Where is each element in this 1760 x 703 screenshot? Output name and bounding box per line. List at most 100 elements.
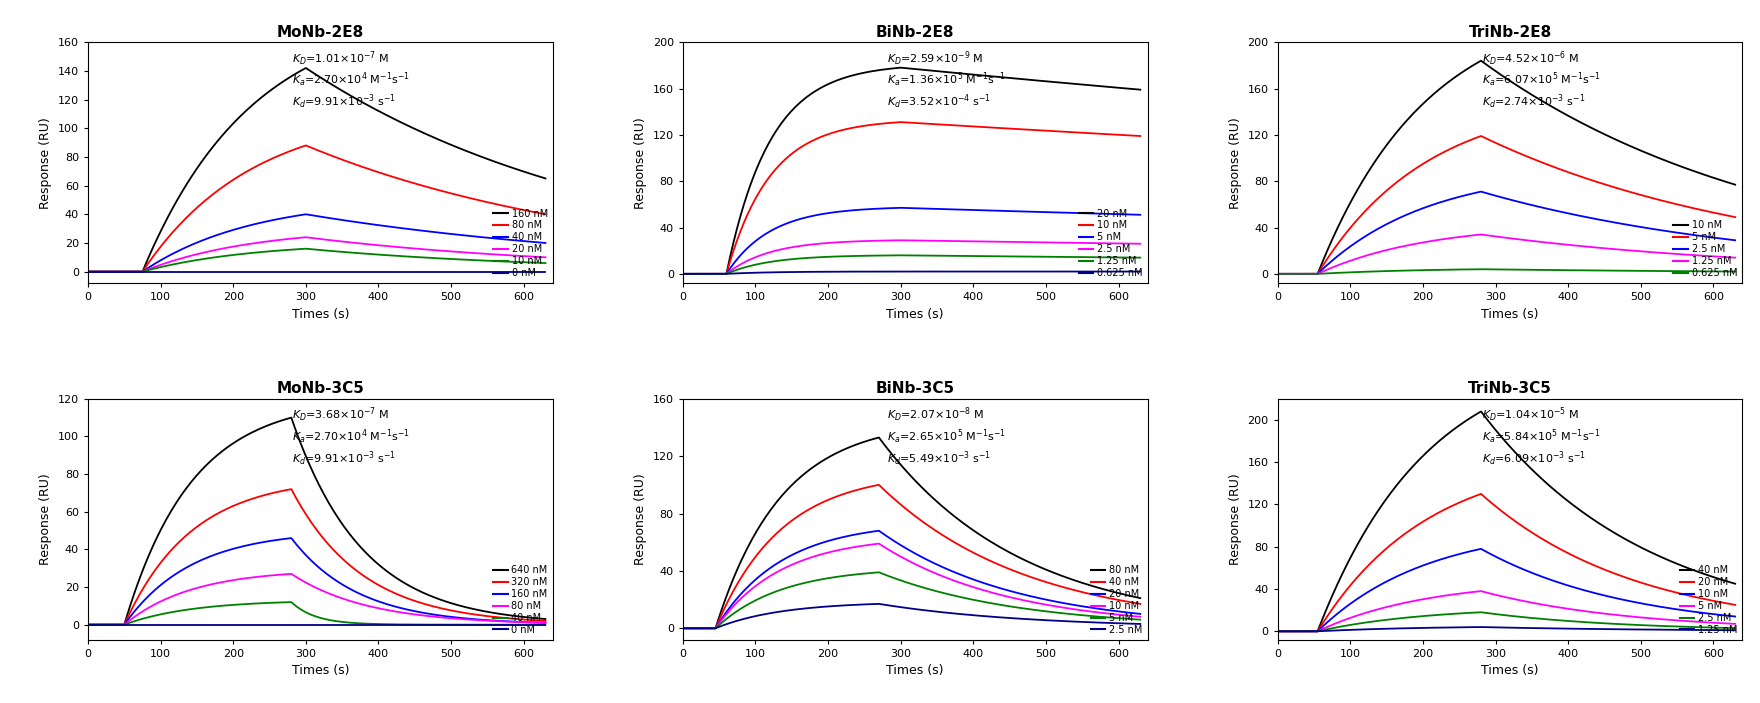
0.625 nM xyxy=(1677,267,1698,276)
80 nM xyxy=(896,467,917,476)
5 nM xyxy=(1725,619,1746,628)
Y-axis label: Response (RU): Response (RU) xyxy=(1228,117,1243,209)
5 nM xyxy=(1677,617,1698,626)
Line: 10 nM: 10 nM xyxy=(1278,549,1735,631)
2.5 nM xyxy=(1677,230,1698,238)
10 nM xyxy=(1667,605,1688,614)
Line: 0.625 nM: 0.625 nM xyxy=(683,271,1140,274)
5 nM xyxy=(915,205,936,213)
1.25 nM xyxy=(1295,270,1316,278)
20 nM xyxy=(1093,605,1114,614)
2.5 nM xyxy=(1470,188,1491,196)
X-axis label: Times (s): Times (s) xyxy=(1482,664,1538,677)
0 nM xyxy=(479,267,500,276)
160 nM xyxy=(488,617,509,625)
5 nM xyxy=(704,270,725,278)
Text: $K_a$=1.36×10$^5$ M$^{-1}$s$^{-1}$: $K_a$=1.36×10$^5$ M$^{-1}$s$^{-1}$ xyxy=(887,71,1007,89)
5 nM xyxy=(1677,202,1698,211)
10 nM xyxy=(1667,161,1688,169)
20 nM xyxy=(891,63,912,72)
10 nM xyxy=(1081,607,1102,616)
Legend: 640 nM, 320 nM, 160 nM, 80 nM, 40 nM, 0 nM: 640 nM, 320 nM, 160 nM, 80 nM, 40 nM, 0 … xyxy=(493,565,547,635)
320 nM xyxy=(500,614,521,623)
5 nM xyxy=(1093,613,1114,621)
20 nM xyxy=(896,545,917,553)
40 nM xyxy=(1295,627,1316,636)
5 nM xyxy=(1070,611,1091,619)
Title: MoNb-2E8: MoNb-2E8 xyxy=(276,25,364,39)
160 nM xyxy=(477,616,498,624)
40 nM xyxy=(1070,588,1091,596)
Text: $K_a$=2.70×10$^4$ M$^{-1}$s$^{-1}$: $K_a$=2.70×10$^4$ M$^{-1}$s$^{-1}$ xyxy=(292,427,410,446)
20 nM xyxy=(1267,627,1288,636)
320 nM xyxy=(282,485,303,494)
2.5 nM xyxy=(1081,618,1102,626)
1.25 nM xyxy=(1690,626,1711,634)
1.25 nM xyxy=(1667,626,1688,634)
80 nM xyxy=(1130,594,1151,602)
40 nM xyxy=(320,214,341,223)
320 nM xyxy=(322,544,343,553)
10 nM xyxy=(1130,612,1151,621)
40 nM xyxy=(1130,600,1151,608)
160 nM xyxy=(104,621,125,629)
10 nM xyxy=(1470,56,1491,65)
640 nM xyxy=(322,505,343,513)
Text: $K_d$=2.74×10$^{-3}$ s$^{-1}$: $K_d$=2.74×10$^{-3}$ s$^{-1}$ xyxy=(1482,93,1586,111)
0 nM xyxy=(535,621,556,629)
160 nM xyxy=(502,163,523,172)
2.5 nM xyxy=(1093,619,1114,627)
10 nM xyxy=(704,270,725,278)
640 nM xyxy=(500,611,521,619)
5 nM xyxy=(1295,627,1316,636)
10 nM xyxy=(1093,609,1114,617)
640 nM xyxy=(104,621,125,629)
Line: 0.625 nM: 0.625 nM xyxy=(1278,269,1735,274)
0.625 nM xyxy=(929,267,950,276)
40 nM xyxy=(1677,564,1698,572)
40 nM xyxy=(296,210,317,219)
160 nM xyxy=(308,563,329,572)
40 nM xyxy=(896,505,917,514)
X-axis label: Times (s): Times (s) xyxy=(887,308,943,321)
2.5 nM xyxy=(1470,608,1491,617)
5 nM xyxy=(1512,596,1533,605)
160 nM xyxy=(500,617,521,626)
5 nM xyxy=(1725,213,1746,221)
40 nM xyxy=(868,481,889,489)
640 nM xyxy=(77,621,99,629)
Line: 1.25 nM: 1.25 nM xyxy=(1278,235,1735,274)
10 nM xyxy=(1096,130,1118,138)
Line: 5 nM: 5 nM xyxy=(683,572,1140,628)
Text: $K_D$=2.59×10$^{-9}$ M: $K_D$=2.59×10$^{-9}$ M xyxy=(887,49,984,67)
0 nM xyxy=(475,621,496,629)
160 nM xyxy=(480,156,502,165)
Line: 10 nM: 10 nM xyxy=(683,122,1140,274)
Text: $K_D$=4.52×10$^{-6}$ M: $K_D$=4.52×10$^{-6}$ M xyxy=(1482,49,1579,67)
Text: $K_a$=2.65×10$^5$ M$^{-1}$s$^{-1}$: $K_a$=2.65×10$^5$ M$^{-1}$s$^{-1}$ xyxy=(887,427,1007,446)
10 nM xyxy=(1070,606,1091,614)
0 nM xyxy=(333,267,354,276)
10 nM xyxy=(915,120,936,128)
80 nM xyxy=(910,482,931,491)
0.625 nM xyxy=(1084,267,1105,276)
1.25 nM xyxy=(704,270,725,278)
5 nM xyxy=(891,204,912,212)
2.5 nM xyxy=(896,604,917,612)
Line: 2.5 nM: 2.5 nM xyxy=(683,240,1140,274)
80 nM xyxy=(695,624,716,633)
80 nM xyxy=(308,585,329,593)
Line: 80 nM: 80 nM xyxy=(683,437,1140,628)
Line: 20 nM: 20 nM xyxy=(683,531,1140,628)
1.25 nM xyxy=(891,251,912,259)
Line: 40 nM: 40 nM xyxy=(88,214,546,271)
Text: $K_D$=1.04×10$^{-5}$ M: $K_D$=1.04×10$^{-5}$ M xyxy=(1482,406,1579,425)
0 nM xyxy=(77,621,99,629)
20 nM xyxy=(334,238,356,246)
40 nM xyxy=(104,621,125,629)
160 nM xyxy=(320,80,341,89)
2.5 nM xyxy=(1725,236,1746,245)
40 nM xyxy=(1267,627,1288,636)
20 nM xyxy=(1084,82,1105,90)
Line: 2.5 nM: 2.5 nM xyxy=(1278,192,1735,274)
